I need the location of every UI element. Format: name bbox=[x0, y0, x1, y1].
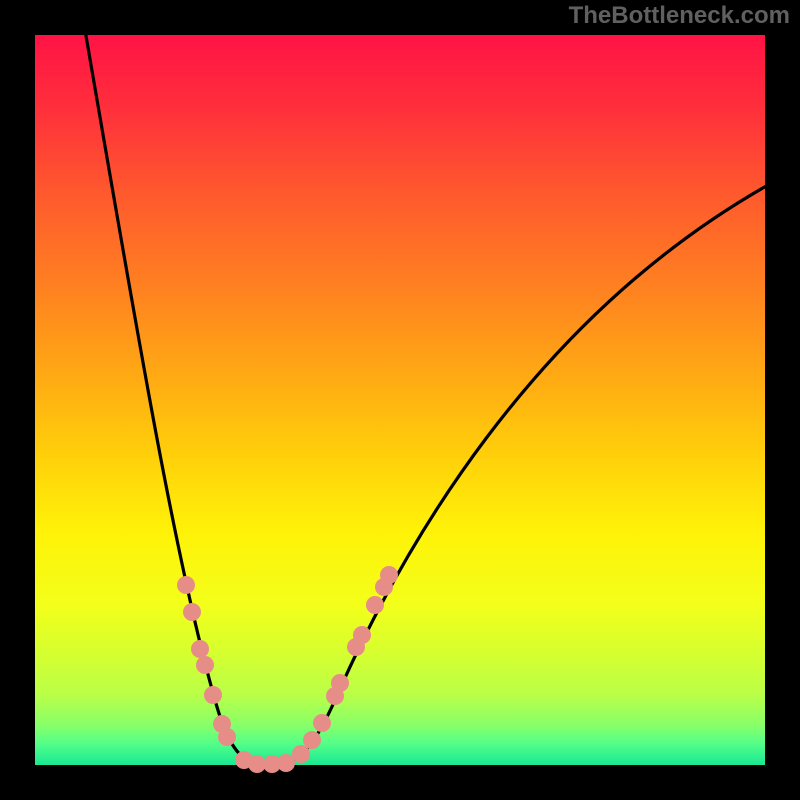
data-marker bbox=[277, 754, 295, 772]
data-marker bbox=[204, 686, 222, 704]
data-marker bbox=[303, 731, 321, 749]
data-marker bbox=[196, 656, 214, 674]
data-marker bbox=[380, 566, 398, 584]
watermark-text: TheBottleneck.com bbox=[569, 2, 790, 30]
data-marker bbox=[366, 596, 384, 614]
data-marker bbox=[177, 576, 195, 594]
data-marker bbox=[353, 626, 371, 644]
data-marker bbox=[313, 714, 331, 732]
data-marker bbox=[331, 674, 349, 692]
data-marker bbox=[191, 640, 209, 658]
data-marker bbox=[292, 745, 310, 763]
data-marker bbox=[218, 728, 236, 746]
data-marker bbox=[183, 603, 201, 621]
plot-area bbox=[35, 35, 765, 765]
bottleneck-chart bbox=[0, 0, 800, 800]
